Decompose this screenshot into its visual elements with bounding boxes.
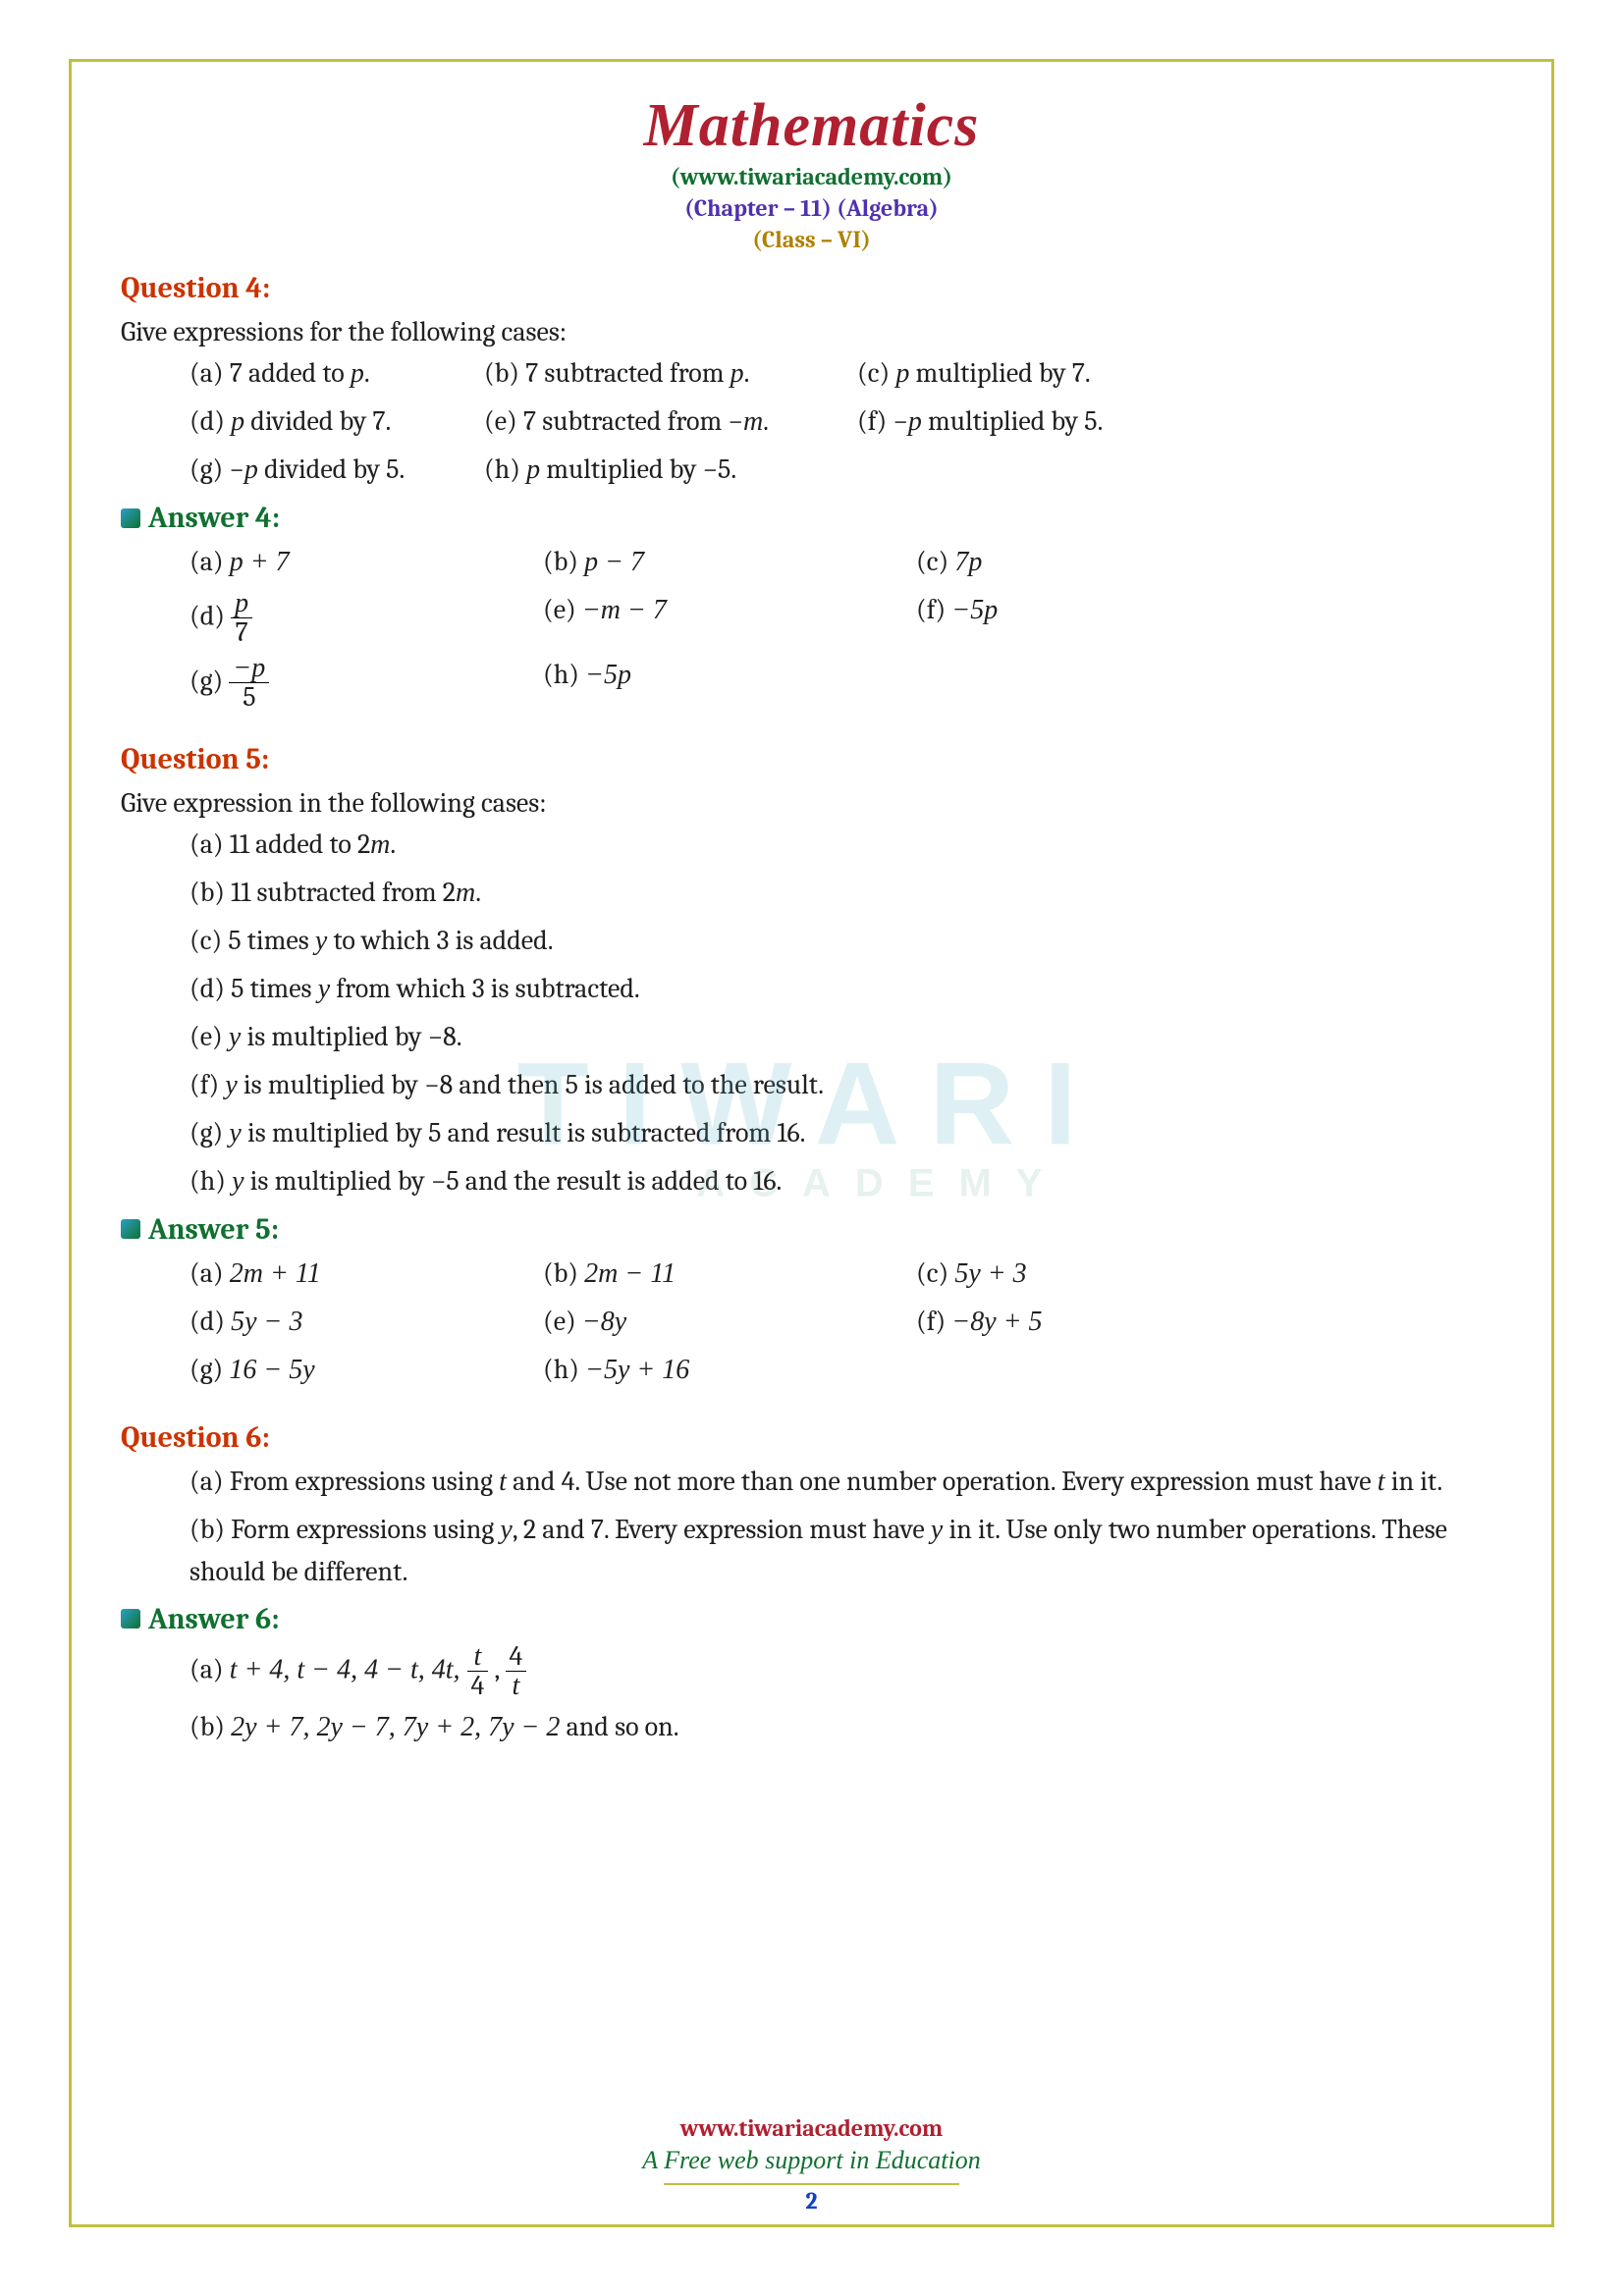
q4-item-h: (h) p multiplied by −5.: [484, 449, 857, 491]
q6-a: (a) From expressions using t and 4. Use …: [189, 1461, 1502, 1503]
header-class: (Class – VI): [121, 226, 1502, 253]
a4-d: (d) p7: [189, 589, 543, 648]
q5-h: (h) y is multiplied by −5 and the result…: [189, 1160, 1502, 1202]
a6-b: (b) 2y + 7, 2y − 7, 7y + 2, 7y − 2 and s…: [189, 1706, 1502, 1748]
footer-website: www.tiwariacademy.com: [72, 2114, 1551, 2142]
a5-a: (a) 2m + 11: [189, 1253, 543, 1295]
q5-f: (f) y is multiplied by −8 and then 5 is …: [189, 1064, 1502, 1106]
a4-g: (g) −p5: [189, 654, 543, 713]
page-frame: TIWARI ACADEMY Mathematics (www.tiwariac…: [69, 59, 1554, 2227]
a5-h: (h) −5y + 16: [543, 1349, 916, 1391]
a5-f: (f) −8y + 5: [916, 1301, 1502, 1343]
a4-f: (f) −5p: [916, 589, 1502, 648]
question-4-prompt: Give expressions for the following cases…: [121, 311, 1502, 352]
q5-a: (a) 11 added to 2m.: [189, 824, 1502, 866]
page-number: 2: [805, 2187, 817, 2215]
page-number-rule: [664, 2183, 959, 2185]
a4-e: (e) −m − 7: [543, 589, 916, 648]
logo-icon: [121, 1219, 140, 1239]
a6-a: (a) t + 4, t − 4, 4 − t, 4t, t4 , 4t: [189, 1642, 1502, 1701]
q4-item-e: (e) 7 subtracted from −m.: [484, 400, 857, 443]
question-6-items: (a) From expressions using t and 4. Use …: [121, 1461, 1502, 1592]
a5-b: (b) 2m − 11: [543, 1253, 916, 1295]
question-5-prompt: Give expression in the following cases:: [121, 782, 1502, 824]
q5-b: (b) 11 subtracted from 2m.: [189, 872, 1502, 914]
a4-c: (c) 7p: [916, 541, 1502, 583]
q4-item-d: (d) p divided by 7.: [189, 400, 484, 443]
a5-d: (d) 5y − 3: [189, 1301, 543, 1343]
document-header: Mathematics (www.tiwariacademy.com) (Cha…: [121, 91, 1502, 253]
q6-b: (b) Form expressions using y, 2 and 7. E…: [189, 1509, 1502, 1592]
a5-c: (c) 5y + 3: [916, 1253, 1502, 1295]
q5-g: (g) y is multiplied by 5 and result is s…: [189, 1112, 1502, 1154]
answer-6-heading: Answer 6:: [121, 1602, 1502, 1636]
q5-d: (d) 5 times y from which 3 is subtracted…: [189, 968, 1502, 1010]
question-5-items: (a) 11 added to 2m. (b) 11 subtracted fr…: [121, 824, 1502, 1202]
answer-6-items: (a) t + 4, t − 4, 4 − t, 4t, t4 , 4t (b)…: [121, 1642, 1502, 1749]
document-footer: www.tiwariacademy.com A Free web support…: [72, 2114, 1551, 2175]
logo-icon: [121, 1609, 140, 1629]
header-chapter: (Chapter – 11) (Algebra): [121, 194, 1502, 222]
q4-item-g: (g) −p divided by 5.: [189, 449, 484, 491]
answer-5-items: (a) 2m + 11 (b) 2m − 11 (c) 5y + 3 (d) 5…: [121, 1253, 1502, 1391]
header-website: (www.tiwariacademy.com): [121, 163, 1502, 190]
q5-e: (e) y is multiplied by −8.: [189, 1016, 1502, 1058]
answer-5-heading: Answer 5:: [121, 1212, 1502, 1247]
logo-icon: [121, 508, 140, 528]
footer-slogan: A Free web support in Education: [72, 2146, 1551, 2175]
question-4-heading: Question 4:: [121, 271, 1502, 305]
q4-item-b: (b) 7 subtracted from p.: [484, 352, 857, 395]
a5-g: (g) 16 − 5y: [189, 1349, 543, 1391]
a4-b: (b) p − 7: [543, 541, 916, 583]
answer-4-heading: Answer 4:: [121, 501, 1502, 535]
question-4-items: (a) 7 added to p. (b) 7 subtracted from …: [121, 352, 1502, 491]
q4-item-c: (c) p multiplied by 7.: [857, 352, 1502, 395]
a5-e: (e) −8y: [543, 1301, 916, 1343]
question-5-heading: Question 5:: [121, 742, 1502, 776]
q5-c: (c) 5 times y to which 3 is added.: [189, 920, 1502, 962]
question-6-heading: Question 6:: [121, 1420, 1502, 1455]
a4-h: (h) −5p: [543, 654, 916, 713]
page-title: Mathematics: [121, 91, 1502, 161]
answer-4-items: (a) p + 7 (b) p − 7 (c) 7p (d) p7 (e) −m…: [121, 541, 1502, 713]
q4-item-f: (f) −p multiplied by 5.: [857, 400, 1502, 443]
a4-a: (a) p + 7: [189, 541, 543, 583]
q4-item-a: (a) 7 added to p.: [189, 352, 484, 395]
